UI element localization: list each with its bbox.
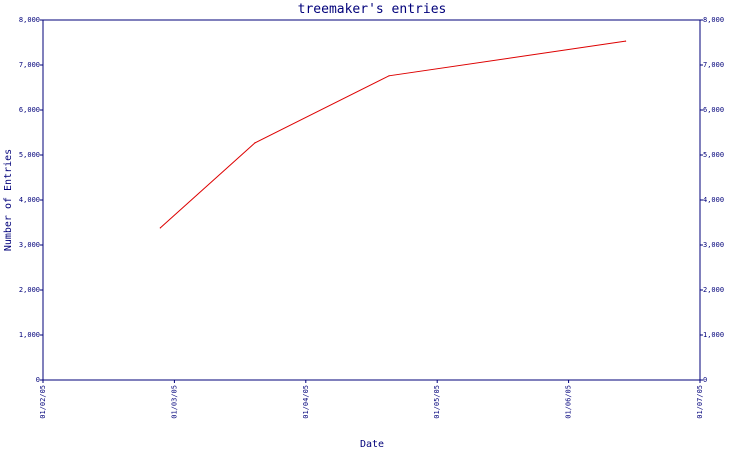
y-tick-label-right: 3,000 (703, 241, 724, 249)
series-line (159, 40, 626, 229)
series-group (159, 40, 627, 229)
y-tick-label-left: 6,000 (19, 106, 40, 114)
data-point (388, 75, 390, 77)
y-tick-label-right: 1,000 (703, 331, 724, 339)
x-tick-label: 01/03/05 (170, 385, 178, 419)
y-axis-left: 0 1,000 2,000 3,000 4,000 5,000 6,000 7,000 8,00… (19, 16, 43, 384)
data-point (624, 40, 627, 42)
x-tick-label: 01/04/05 (302, 385, 310, 419)
y-axis-label: Number of Entries (3, 149, 14, 251)
data-point (159, 227, 161, 229)
data-point (254, 142, 256, 144)
x-axis-label: Date (360, 439, 384, 450)
y-tick-label-left: 5,000 (19, 151, 40, 159)
x-tick-label: 01/02/05 (39, 385, 47, 419)
chart-title: treemaker's entries (298, 2, 447, 17)
y-tick-label-right: 5,000 (703, 151, 724, 159)
y-tick-label-left: 7,000 (19, 61, 40, 69)
y-tick-label-left: 3,000 (19, 241, 40, 249)
y-tick-label-left: 0 (36, 376, 40, 384)
y-tick-label-right: 0 (703, 376, 707, 384)
y-tick-label-left: 8,000 (19, 16, 40, 24)
y-tick-label-left: 2,000 (19, 286, 40, 294)
x-tick-label: 01/07/05 (696, 385, 704, 419)
y-tick-label-right: 2,000 (703, 286, 724, 294)
x-tick-label: 01/05/05 (433, 385, 441, 419)
y-tick-label-right: 4,000 (703, 196, 724, 204)
y-tick-label-right: 6,000 (703, 106, 724, 114)
y-axis-right: 0 1,000 2,000 3,000 4,000 5,000 6,000 7,000 8,00… (700, 16, 724, 384)
plot-frame (42, 19, 701, 381)
x-tick-label: 01/06/05 (565, 385, 573, 419)
x-axis: 01/02/05 01/03/05 01/04/05 01/05/05 01/06/05… (39, 380, 704, 419)
y-tick-label-right: 8,000 (703, 16, 724, 24)
y-tick-label-left: 1,000 (19, 331, 40, 339)
y-tick-label-right: 7,000 (703, 61, 724, 69)
y-tick-label-left: 4,000 (19, 196, 40, 204)
